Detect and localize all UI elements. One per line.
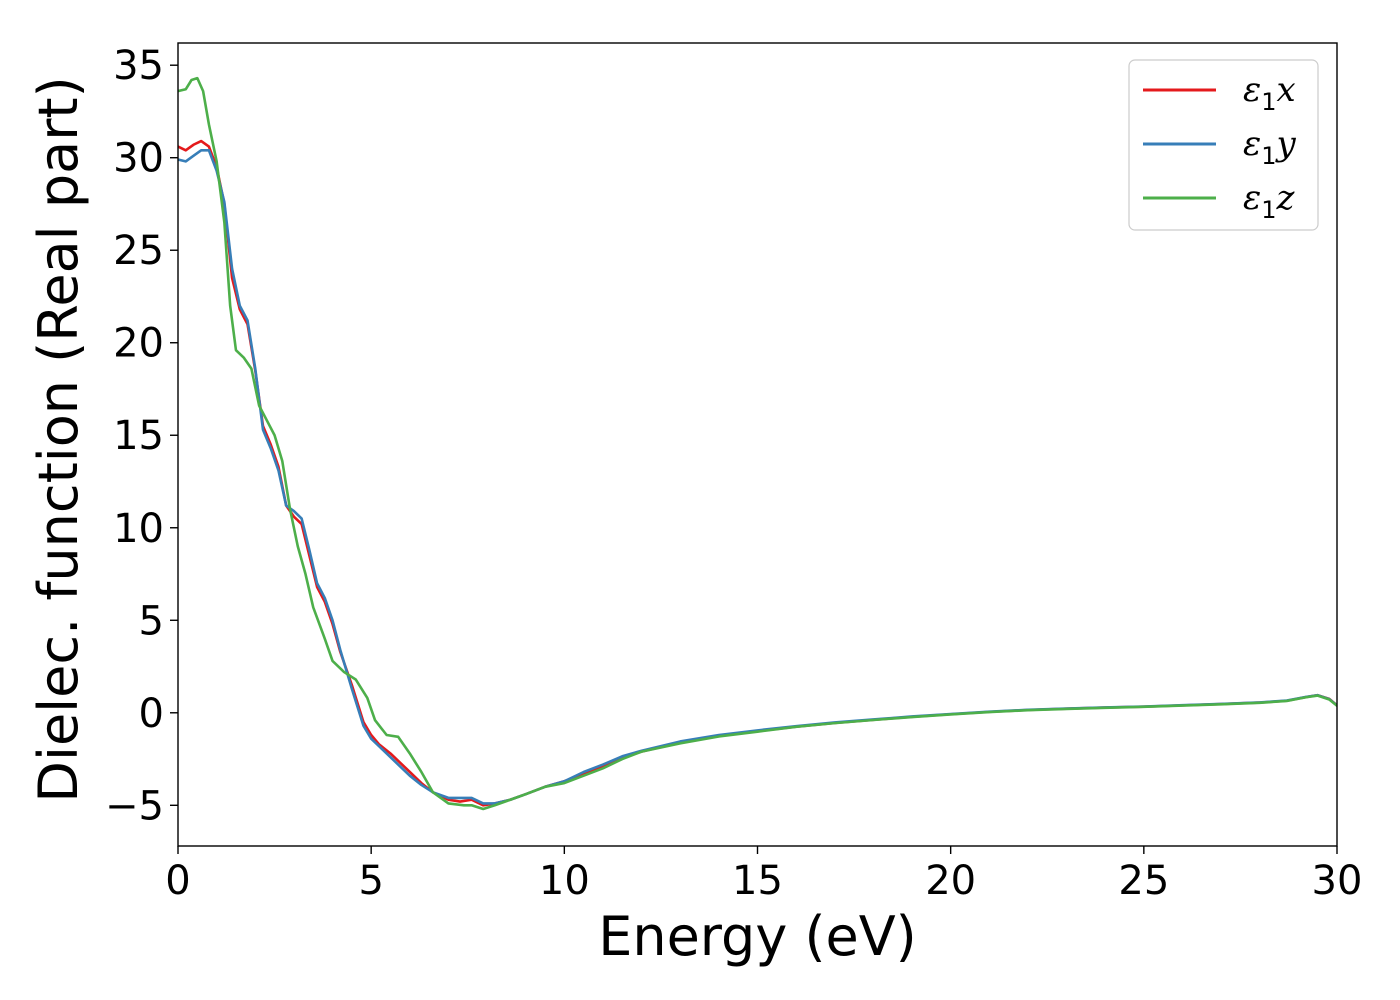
y-axis-title: Dielec. function (Real part) (27, 76, 90, 802)
series-layer (178, 76, 1337, 811)
legend: ε1x ε1y ε1z (1128, 59, 1319, 231)
y-tick-label: 25 (113, 228, 164, 274)
legend-box (1128, 59, 1319, 231)
y-tick-label: 30 (113, 136, 164, 182)
y-tick-label: −5 (105, 783, 164, 829)
x-tick-label: 15 (732, 858, 783, 904)
legend-label-2: ε1z (1243, 178, 1296, 224)
y-tick-label: 5 (139, 598, 164, 644)
x-tick-label: 20 (925, 858, 976, 904)
y-tick-label: 10 (113, 506, 164, 552)
legend-label-0: ε1x (1243, 70, 1296, 116)
x-axis-title: Energy (eV) (598, 905, 917, 968)
y-tick-label: 15 (113, 413, 164, 459)
x-tick-label: 25 (1118, 858, 1169, 904)
y-tick-label: 20 (113, 321, 164, 367)
series-line-2 (178, 76, 1337, 811)
y-tick-label: 35 (113, 43, 164, 89)
x-tick-label: 10 (539, 858, 590, 904)
x-tick-label: 30 (1312, 858, 1363, 904)
x-tick-label: 5 (358, 858, 383, 904)
x-tick-label: 0 (165, 858, 190, 904)
y-tick-label: 0 (139, 691, 164, 737)
legend-label-1: ε1y (1243, 124, 1297, 170)
